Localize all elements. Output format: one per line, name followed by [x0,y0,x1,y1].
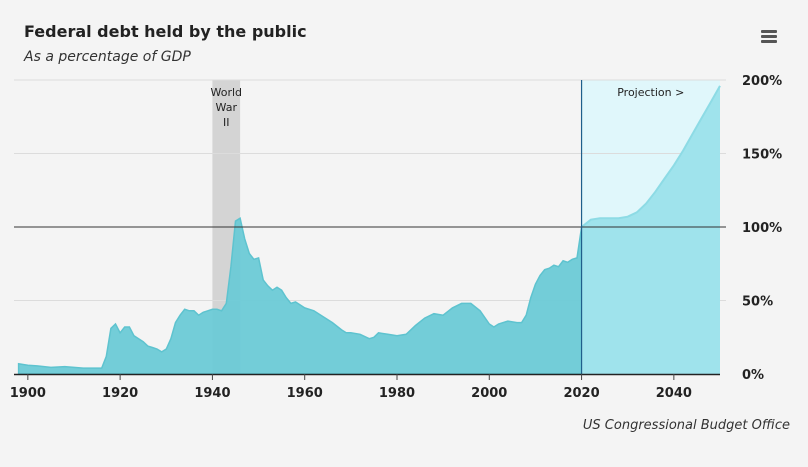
chart-title: Federal debt held by the public [24,22,307,41]
y-tick-label: 50% [742,295,773,310]
source-credit: US Congressional Budget Office [582,418,790,433]
wwii-label: World [210,86,242,99]
chart-subtitle: As a percentage of GDP [24,49,191,65]
projection-area [581,85,720,375]
y-tick-label: 200% [742,74,782,89]
x-tick-label: 2000 [471,386,507,401]
x-axis-ticks: 1900 1920 1940 1960 1980 2000 2020 2040 [10,374,692,401]
projection-label: Projection > [617,86,684,99]
y-tick-label: 0% [742,368,764,383]
wwii-label: War [216,101,238,114]
y-tick-label: 100% [742,221,782,236]
x-tick-label: 1900 [10,386,46,401]
x-tick-label: 1940 [194,386,230,401]
x-tick-label: 1960 [287,386,323,401]
x-tick-label: 1920 [102,386,138,401]
annotations: World War II Projection > [210,86,684,129]
wwii-label: II [223,116,230,129]
x-tick-label: 2040 [656,386,692,401]
x-tick-label: 2020 [563,386,599,401]
projection-line [580,85,721,228]
historical-area [17,216,583,375]
y-axis-ticks: 0% 50% 100% 150% 200% [742,74,782,383]
hamburger-menu-icon[interactable] [756,24,782,48]
x-tick-label: 1980 [379,386,415,401]
y-tick-label: 150% [742,148,782,163]
